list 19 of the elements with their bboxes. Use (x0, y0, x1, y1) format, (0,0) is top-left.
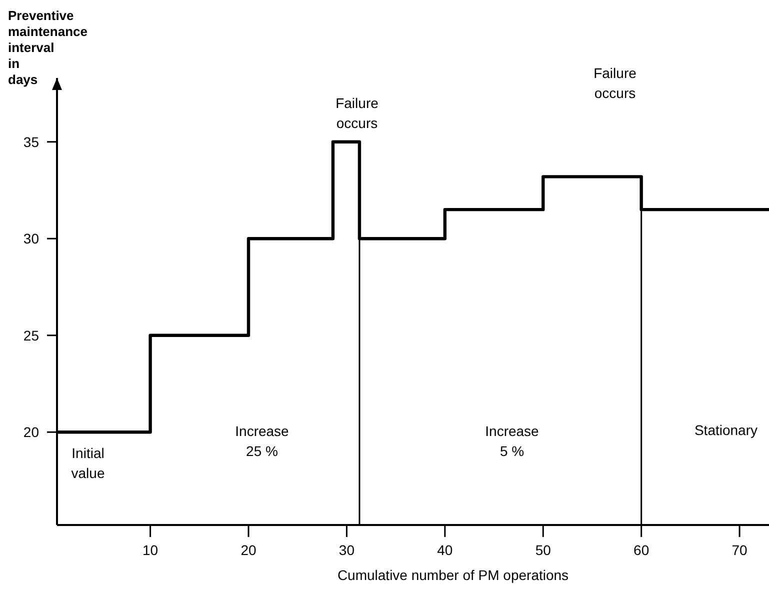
annotation: Increase 25 % (235, 423, 290, 459)
annotation: Increase 5 % (485, 423, 540, 459)
y-tick-label: 35 (23, 134, 40, 150)
y-tick-label: 30 (23, 230, 40, 247)
x-axis-title: Cumulative number of PM operations (337, 567, 569, 583)
annotation: Stationary (694, 422, 758, 438)
x-tick-label: 40 (437, 542, 453, 558)
x-tick-label: 10 (142, 542, 158, 558)
x-tick-label: 30 (338, 542, 355, 558)
x-tick-label: 70 (732, 542, 748, 558)
x-tick-label: 50 (535, 542, 552, 558)
annotation: Failure occurs (594, 65, 637, 101)
x-tick-label: 60 (634, 542, 650, 558)
y-axis-title: Preventive maintenance interval in days (8, 8, 88, 87)
x-tick-label: 20 (240, 542, 256, 558)
y-tick-label: 20 (23, 424, 40, 440)
annotation: Failure occurs (336, 95, 379, 131)
annotation: Initial value (71, 445, 105, 481)
y-tick-label: 25 (23, 327, 40, 344)
